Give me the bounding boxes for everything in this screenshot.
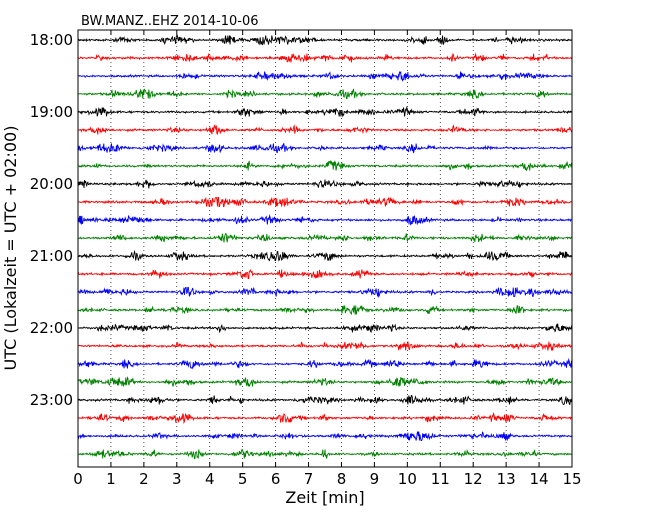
y-tick-label: 20:00 bbox=[30, 175, 73, 193]
x-tick-label: 10 bbox=[398, 470, 417, 488]
x-tick-label: 13 bbox=[497, 470, 516, 488]
seismic-trace bbox=[77, 268, 573, 279]
seismic-trace bbox=[77, 159, 573, 172]
seismic-trace bbox=[77, 448, 573, 459]
seismic-trace bbox=[77, 196, 573, 207]
y-tick-label: 19:00 bbox=[30, 103, 73, 121]
y-axis-label: UTC (Lokalzeit = UTC + 02:00) bbox=[1, 126, 20, 371]
seismic-trace bbox=[77, 71, 573, 82]
seismic-trace bbox=[77, 394, 573, 406]
y-tick-label: 22:00 bbox=[30, 319, 73, 337]
seismic-trace bbox=[77, 340, 573, 351]
seismic-trace bbox=[77, 232, 573, 243]
x-tick-label: 0 bbox=[73, 470, 83, 488]
seismic-trace bbox=[77, 411, 573, 425]
x-tick-label: 4 bbox=[205, 470, 215, 488]
x-tick-label: 15 bbox=[562, 470, 581, 488]
seismic-trace bbox=[77, 88, 573, 100]
x-tick-label: 3 bbox=[172, 470, 182, 488]
seismic-trace bbox=[77, 323, 573, 334]
grid-lines bbox=[110, 30, 540, 467]
seismic-trace bbox=[77, 214, 573, 226]
seismic-trace bbox=[77, 286, 573, 299]
x-tick-label: 9 bbox=[370, 470, 380, 488]
x-tick-label: 1 bbox=[106, 470, 116, 488]
chart-title: BW.MANZ..EHZ 2014-10-06 bbox=[81, 14, 259, 29]
seismic-trace bbox=[77, 179, 573, 189]
y-axis-ticks: 18:00 19:00 20:00 21:00 22:00 23:00 bbox=[30, 31, 572, 409]
x-tick-label: 8 bbox=[337, 470, 347, 488]
seismic-trace bbox=[77, 249, 573, 262]
x-axis-ticks: 0 1 2 3 4 5 6 7 8 9 10 11 12 13 14 15 bbox=[73, 30, 582, 488]
seismic-trace bbox=[77, 142, 573, 154]
x-tick-label: 5 bbox=[238, 470, 248, 488]
seismic-trace bbox=[77, 105, 573, 118]
x-tick-label: 6 bbox=[271, 470, 281, 488]
seismic-trace bbox=[77, 52, 573, 63]
x-axis-label: Zeit [min] bbox=[285, 488, 364, 507]
seismic-trace bbox=[77, 305, 573, 316]
seismic-trace bbox=[77, 35, 573, 46]
seismic-trace bbox=[77, 431, 573, 441]
seismic-trace bbox=[77, 357, 573, 370]
x-tick-label: 11 bbox=[431, 470, 450, 488]
y-tick-label: 21:00 bbox=[30, 247, 73, 265]
seismic-trace bbox=[77, 376, 573, 388]
x-tick-label: 12 bbox=[464, 470, 483, 488]
plot-frame bbox=[77, 29, 573, 468]
y-tick-label: 18:00 bbox=[30, 31, 73, 49]
x-tick-label: 14 bbox=[530, 470, 549, 488]
x-tick-label: 7 bbox=[304, 470, 314, 488]
trace-group bbox=[77, 35, 573, 459]
y-tick-label: 23:00 bbox=[30, 391, 73, 409]
x-tick-label: 2 bbox=[139, 470, 149, 488]
seismic-trace bbox=[77, 124, 573, 135]
